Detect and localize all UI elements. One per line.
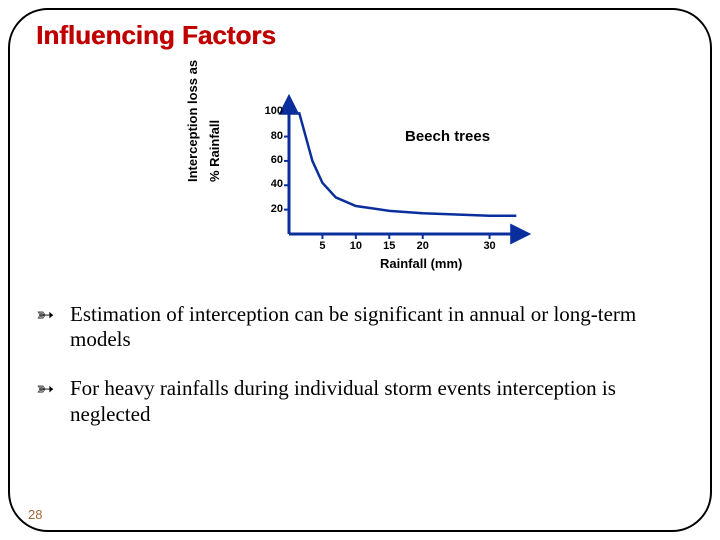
y-tick-label: 60 [255, 154, 283, 166]
bullet-glyph: ➳ [36, 376, 70, 400]
y-tick-label: 80 [255, 130, 283, 142]
bullet-text: Estimation of interception can be signif… [70, 302, 684, 352]
bullet-text: For heavy rainfalls during individual st… [70, 376, 684, 426]
y-tick-label: 20 [255, 203, 283, 215]
plot-area [271, 92, 531, 237]
bullet-list: ➳ Estimation of interception can be sign… [36, 302, 684, 451]
x-tick-label: 15 [379, 240, 399, 252]
x-tick-label: 30 [480, 240, 500, 252]
x-tick-label: 10 [346, 240, 366, 252]
bullet-glyph: ➳ [36, 302, 70, 326]
y-axis-label-line1: Interception loss as [185, 60, 200, 182]
chart-svg [271, 92, 531, 252]
list-item: ➳ Estimation of interception can be sign… [36, 302, 684, 352]
x-axis-label: Rainfall (mm) [380, 256, 462, 271]
page-number: 28 [28, 507, 42, 522]
y-tick-label: 40 [255, 178, 283, 190]
x-tick-label: 20 [413, 240, 433, 252]
slide-title: Influencing Factors [36, 20, 276, 51]
y-tick-label: 100 [255, 105, 283, 117]
list-item: ➳ For heavy rainfalls during individual … [36, 376, 684, 426]
x-tick-label: 5 [312, 240, 332, 252]
y-axis-label-line2: % Rainfall [207, 120, 222, 182]
interception-chart: Interception loss as % Rainfall Beech tr… [185, 92, 555, 272]
series-label: Beech trees [405, 128, 490, 145]
